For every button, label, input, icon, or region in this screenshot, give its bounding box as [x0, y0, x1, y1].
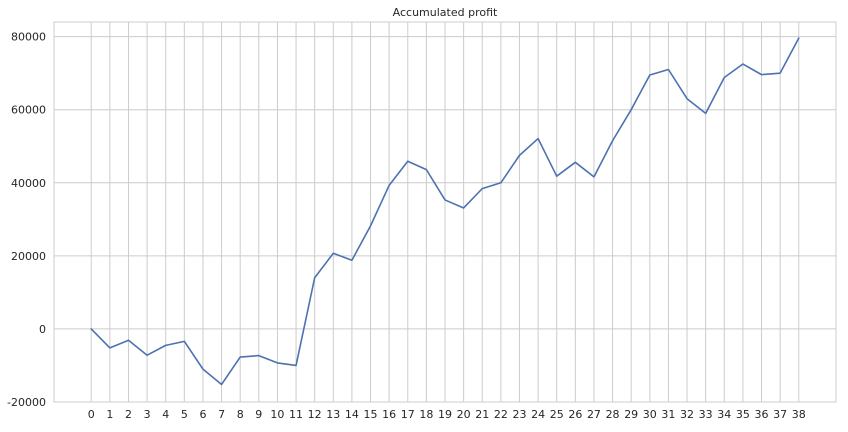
- x-tick-label: 18: [419, 408, 433, 421]
- x-tick-label: 29: [624, 408, 638, 421]
- x-tick-label: 28: [606, 408, 620, 421]
- x-tick-label: 15: [364, 408, 378, 421]
- x-tick-label: 3: [144, 408, 151, 421]
- y-tick-label: 20000: [11, 250, 46, 263]
- x-tick-label: 24: [531, 408, 545, 421]
- x-tick-label: 6: [199, 408, 206, 421]
- x-tick-label: 34: [717, 408, 731, 421]
- x-tick-label: 2: [125, 408, 132, 421]
- x-tick-label: 7: [218, 408, 225, 421]
- x-tick-label: 8: [237, 408, 244, 421]
- x-tick-label: 12: [308, 408, 322, 421]
- x-tick-label: 19: [438, 408, 452, 421]
- x-tick-label: 11: [289, 408, 303, 421]
- x-tick-label: 23: [512, 408, 526, 421]
- x-tick-label: 20: [457, 408, 471, 421]
- x-tick-label: 17: [401, 408, 415, 421]
- x-tick-label: 1: [106, 408, 113, 421]
- x-tick-label: 31: [661, 408, 675, 421]
- x-tick-label: 36: [755, 408, 769, 421]
- y-tick-label: 40000: [11, 177, 46, 190]
- x-tick-label: 33: [699, 408, 713, 421]
- x-tick-label: 26: [568, 408, 582, 421]
- x-tick-label: 22: [494, 408, 508, 421]
- x-tick-label: 0: [88, 408, 95, 421]
- chart-title: Accumulated profit: [393, 6, 498, 19]
- y-tick-label: 80000: [11, 31, 46, 44]
- x-tick-label: 21: [475, 408, 489, 421]
- x-tick-label: 38: [792, 408, 806, 421]
- x-tick-label: 37: [773, 408, 787, 421]
- x-tick-label: 27: [587, 408, 601, 421]
- x-tick-label: 13: [326, 408, 340, 421]
- x-tick-label: 10: [270, 408, 284, 421]
- y-tick-label: 0: [39, 323, 46, 336]
- x-tick-label: 9: [255, 408, 262, 421]
- x-tick-label: 35: [736, 408, 750, 421]
- x-tick-label: 32: [680, 408, 694, 421]
- x-tick-label: 30: [643, 408, 657, 421]
- x-tick-label: 25: [550, 408, 564, 421]
- x-tick-label: 5: [181, 408, 188, 421]
- x-tick-label: 16: [382, 408, 396, 421]
- x-tick-label: 14: [345, 408, 359, 421]
- x-tick-label: 4: [162, 408, 169, 421]
- y-tick-label: -20000: [7, 396, 46, 409]
- y-tick-label: 60000: [11, 104, 46, 117]
